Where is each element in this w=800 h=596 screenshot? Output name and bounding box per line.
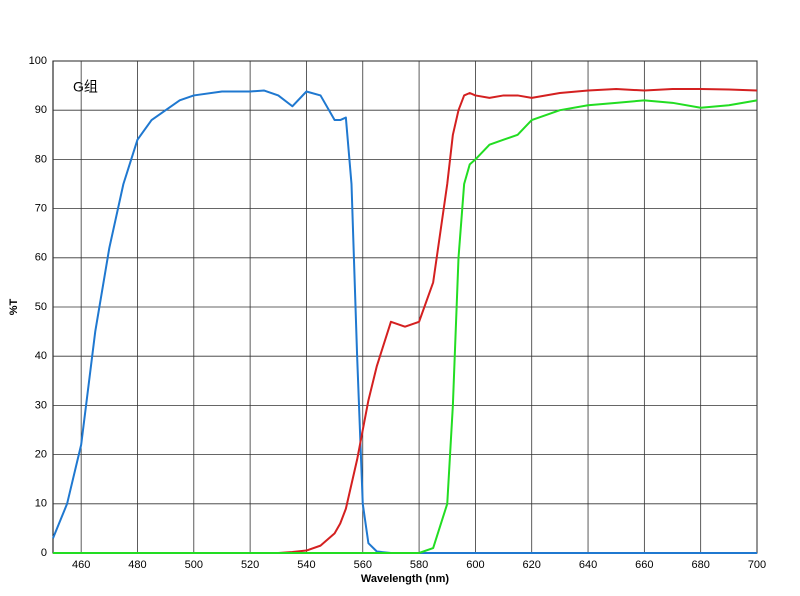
x-tick-label: 640 xyxy=(579,559,597,571)
y-tick-label: 80 xyxy=(35,153,47,165)
x-tick-label: 620 xyxy=(523,559,541,571)
x-tick-label: 520 xyxy=(241,559,259,571)
x-tick-label: 680 xyxy=(692,559,710,571)
y-tick-label: 70 xyxy=(35,203,47,215)
y-tick-label: 50 xyxy=(35,301,47,313)
x-tick-label: 560 xyxy=(354,559,372,571)
y-tick-label: 10 xyxy=(35,498,47,510)
x-tick-label: 700 xyxy=(748,559,766,571)
x-tick-label: 480 xyxy=(128,559,146,571)
series-line xyxy=(53,99,758,554)
series-line xyxy=(53,88,758,554)
x-axis-label: Wavelength (nm) xyxy=(361,573,450,585)
y-tick-label: 40 xyxy=(35,350,47,362)
x-tick-label: 540 xyxy=(297,559,315,571)
y-tick-label: 30 xyxy=(35,399,47,411)
annotation: G组 xyxy=(73,79,98,95)
y-tick-label: 90 xyxy=(35,104,47,116)
series-line xyxy=(52,89,757,554)
y-tick-label: 0 xyxy=(41,547,47,559)
x-tick-label: 580 xyxy=(410,559,428,571)
x-tick-label: 660 xyxy=(635,559,653,571)
x-tick-label: 600 xyxy=(466,559,484,571)
y-axis-label: %T xyxy=(8,298,20,315)
x-tick-label: 460 xyxy=(72,559,90,571)
y-tick-label: 100 xyxy=(29,55,47,67)
y-tick-label: 20 xyxy=(35,449,47,461)
x-tick-label: 500 xyxy=(185,559,203,571)
y-tick-label: 60 xyxy=(35,252,47,264)
